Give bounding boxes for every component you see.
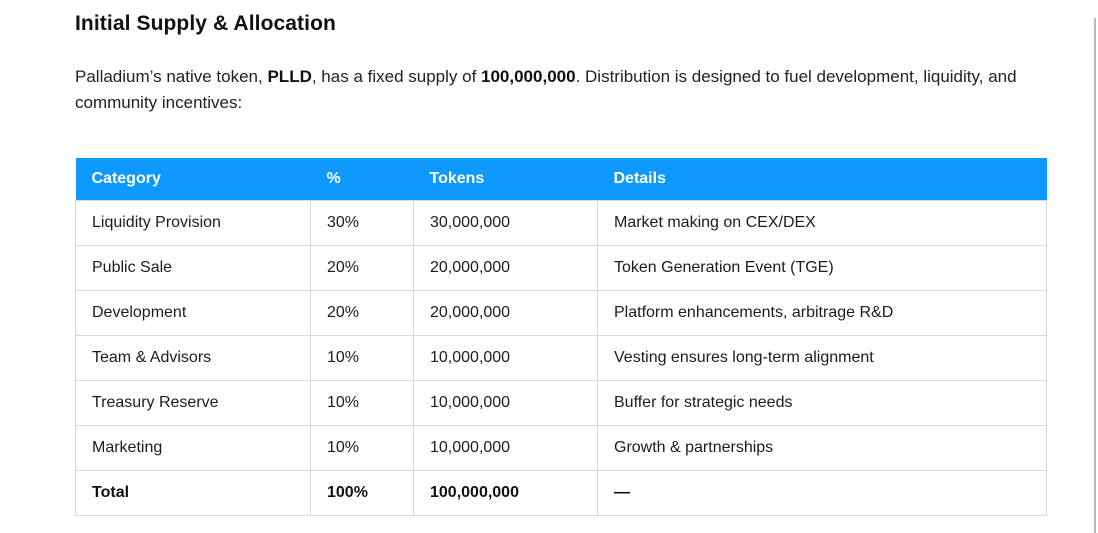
intro-paragraph: Palladium’s native token, PLLD, has a fi… [75, 64, 1046, 116]
table-row: Public Sale 20% 20,000,000 Token Generat… [75, 244, 1047, 291]
cell-percent: 20% [310, 244, 414, 291]
cell-details: Buffer for strategic needs [597, 379, 1047, 426]
cell-details: Market making on CEX/DEX [597, 199, 1047, 246]
table-row: Marketing 10% 10,000,000 Growth & partne… [75, 424, 1047, 471]
cell-tokens: 100,000,000 [413, 469, 598, 516]
cell-percent: 10% [310, 379, 414, 426]
column-header-details: Details [597, 158, 1047, 200]
allocation-table-header: Category % Tokens Details [75, 158, 1047, 200]
intro-text-1: Palladium’s native token, [75, 67, 268, 86]
cell-tokens: 30,000,000 [413, 199, 598, 246]
intro-text-2: , has a fixed supply of [311, 67, 482, 86]
column-header-category: Category [75, 158, 311, 200]
cell-percent: 20% [310, 289, 414, 336]
table-row: Development 20% 20,000,000 Platform enha… [75, 289, 1047, 336]
cell-category: Team & Advisors [75, 334, 311, 381]
cell-tokens: 20,000,000 [413, 289, 598, 336]
document-body: Initial Supply & Allocation Palladium’s … [75, 12, 1047, 516]
token-symbol: PLLD [267, 67, 312, 86]
cell-category: Marketing [75, 424, 311, 471]
cell-category: Development [75, 289, 311, 336]
intro-text-3: . Distribution is designed to fuel devel… [75, 67, 1017, 112]
page-right-edge-divider [1094, 18, 1096, 533]
cell-tokens: 10,000,000 [413, 379, 598, 426]
cell-tokens: 20,000,000 [413, 244, 598, 291]
cell-details: Vesting ensures long-term alignment [597, 334, 1047, 381]
cell-percent: 30% [310, 199, 414, 246]
table-row: Treasury Reserve 10% 10,000,000 Buffer f… [75, 379, 1047, 426]
table-row: Team & Advisors 10% 10,000,000 Vesting e… [75, 334, 1047, 381]
cell-percent: 10% [310, 334, 414, 381]
cell-details: Growth & partnerships [597, 424, 1047, 471]
cell-category: Liquidity Provision [75, 199, 311, 246]
cell-details: Platform enhancements, arbitrage R&D [597, 289, 1047, 336]
table-row-total: Total 100% 100,000,000 — [75, 469, 1047, 516]
cell-details: Token Generation Event (TGE) [597, 244, 1047, 291]
column-header-tokens: Tokens [413, 158, 598, 200]
cell-tokens: 10,000,000 [413, 334, 598, 381]
cell-percent: 10% [310, 424, 414, 471]
cell-tokens: 10,000,000 [413, 424, 598, 471]
column-header-percent: % [310, 158, 414, 200]
total-supply-value: 100,000,000 [481, 67, 576, 86]
cell-category: Treasury Reserve [75, 379, 311, 426]
allocation-table: Category % Tokens Details Liquidity Prov… [75, 158, 1047, 516]
cell-details: — [597, 469, 1047, 516]
cell-percent: 100% [310, 469, 414, 516]
cell-category: Total [75, 469, 311, 516]
table-row: Liquidity Provision 30% 30,000,000 Marke… [75, 199, 1047, 246]
cell-category: Public Sale [75, 244, 311, 291]
page-title: Initial Supply & Allocation [75, 12, 336, 35]
